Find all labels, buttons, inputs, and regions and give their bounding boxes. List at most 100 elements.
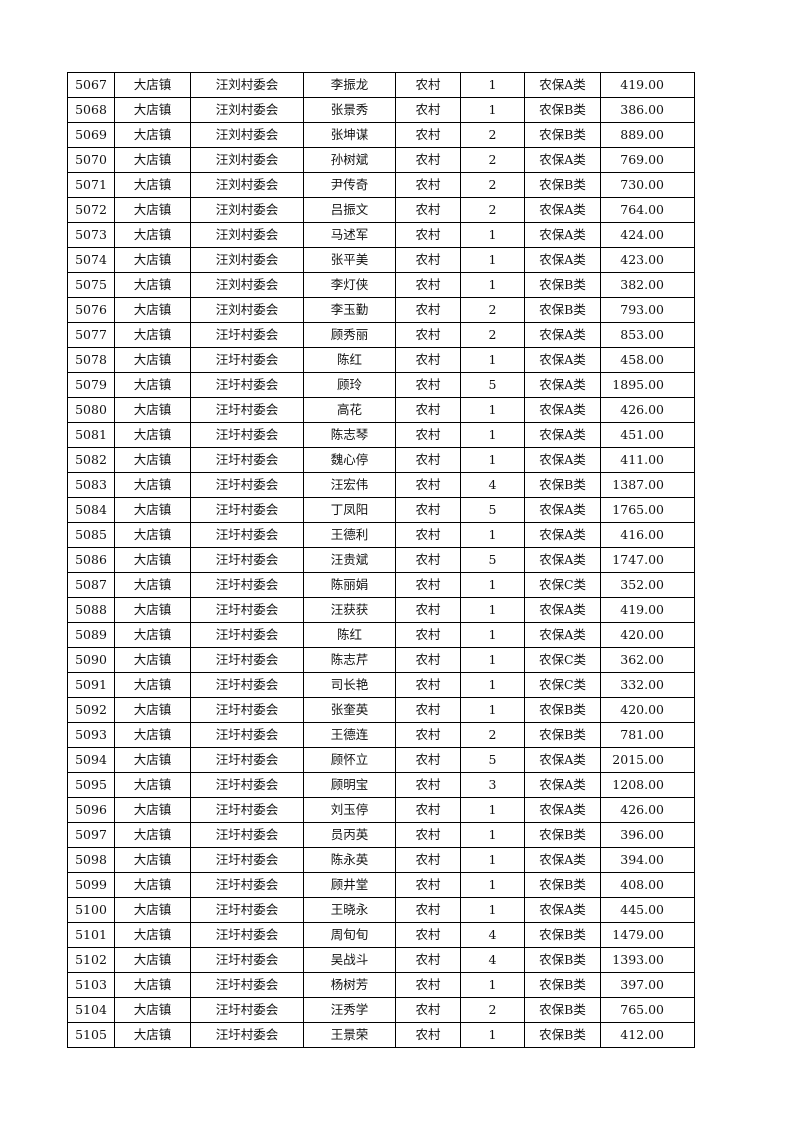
person-name-cell: 顾井堂 [303, 872, 396, 898]
person-name-cell: 王德连 [303, 722, 396, 748]
household-count-cell: 1 [460, 572, 525, 598]
row-number-cell: 5095 [67, 772, 115, 798]
amount-cell: 853.00 [600, 322, 695, 348]
insurance-category-cell: 农保B类 [524, 472, 601, 498]
amount-cell: 386.00 [600, 97, 695, 123]
area-type-cell: 农村 [395, 172, 461, 198]
area-type-cell: 农村 [395, 747, 461, 773]
area-type-cell: 农村 [395, 847, 461, 873]
village-committee-cell: 汪刘村委会 [190, 72, 304, 98]
person-name-cell: 顾玲 [303, 372, 396, 398]
row-number-cell: 5084 [67, 497, 115, 523]
household-count-cell: 2 [460, 997, 525, 1023]
area-type-cell: 农村 [395, 972, 461, 998]
person-name-cell: 李振龙 [303, 72, 396, 98]
table-row: 5103 大店镇 汪圩村委会 杨树芳 农村 1 农保B类 397.00 [67, 972, 695, 998]
row-number-cell: 5069 [67, 122, 115, 148]
village-committee-cell: 汪圩村委会 [190, 872, 304, 898]
person-name-cell: 王景荣 [303, 1022, 396, 1048]
row-number-cell: 5101 [67, 922, 115, 948]
household-count-cell: 1 [460, 1022, 525, 1048]
amount-cell: 362.00 [600, 647, 695, 673]
insurance-category-cell: 农保A类 [524, 747, 601, 773]
insurance-category-cell: 农保A类 [524, 422, 601, 448]
person-name-cell: 张景秀 [303, 97, 396, 123]
amount-cell: 1747.00 [600, 547, 695, 573]
area-type-cell: 农村 [395, 472, 461, 498]
amount-cell: 458.00 [600, 347, 695, 373]
person-name-cell: 汪贵斌 [303, 547, 396, 573]
town-cell: 大店镇 [114, 172, 191, 198]
row-number-cell: 5105 [67, 1022, 115, 1048]
town-cell: 大店镇 [114, 897, 191, 923]
village-committee-cell: 汪刘村委会 [190, 172, 304, 198]
area-type-cell: 农村 [395, 272, 461, 298]
table-row: 5089 大店镇 汪圩村委会 陈红 农村 1 农保A类 420.00 [67, 622, 695, 648]
household-count-cell: 2 [460, 322, 525, 348]
amount-cell: 781.00 [600, 722, 695, 748]
amount-cell: 397.00 [600, 972, 695, 998]
village-committee-cell: 汪圩村委会 [190, 397, 304, 423]
area-type-cell: 农村 [395, 872, 461, 898]
insurance-category-cell: 农保A类 [524, 372, 601, 398]
table-row: 5087 大店镇 汪圩村委会 陈丽娟 农村 1 农保C类 352.00 [67, 572, 695, 598]
row-number-cell: 5067 [67, 72, 115, 98]
insurance-category-cell: 农保B类 [524, 922, 601, 948]
insurance-category-cell: 农保A类 [524, 597, 601, 623]
person-name-cell: 陈红 [303, 347, 396, 373]
town-cell: 大店镇 [114, 722, 191, 748]
household-count-cell: 4 [460, 947, 525, 973]
town-cell: 大店镇 [114, 197, 191, 223]
town-cell: 大店镇 [114, 597, 191, 623]
insurance-category-cell: 农保B类 [524, 272, 601, 298]
household-count-cell: 1 [460, 247, 525, 273]
village-committee-cell: 汪圩村委会 [190, 722, 304, 748]
table-row: 5078 大店镇 汪圩村委会 陈红 农村 1 农保A类 458.00 [67, 347, 695, 373]
row-number-cell: 5086 [67, 547, 115, 573]
village-committee-cell: 汪刘村委会 [190, 97, 304, 123]
household-count-cell: 2 [460, 297, 525, 323]
household-count-cell: 1 [460, 872, 525, 898]
insurance-category-cell: 农保A类 [524, 447, 601, 473]
town-cell: 大店镇 [114, 247, 191, 273]
area-type-cell: 农村 [395, 772, 461, 798]
household-count-cell: 1 [460, 822, 525, 848]
insurance-category-cell: 农保B类 [524, 697, 601, 723]
household-count-cell: 2 [460, 722, 525, 748]
town-cell: 大店镇 [114, 697, 191, 723]
household-count-cell: 1 [460, 522, 525, 548]
amount-cell: 2015.00 [600, 747, 695, 773]
amount-cell: 416.00 [600, 522, 695, 548]
table-row: 5084 大店镇 汪圩村委会 丁凤阳 农村 5 农保A类 1765.00 [67, 497, 695, 523]
insurance-category-cell: 农保C类 [524, 647, 601, 673]
amount-cell: 396.00 [600, 822, 695, 848]
row-number-cell: 5076 [67, 297, 115, 323]
person-name-cell: 杨树芳 [303, 972, 396, 998]
person-name-cell: 顾秀丽 [303, 322, 396, 348]
table-row: 5095 大店镇 汪圩村委会 顾明宝 农村 3 农保A类 1208.00 [67, 772, 695, 798]
village-committee-cell: 汪圩村委会 [190, 572, 304, 598]
person-name-cell: 司长艳 [303, 672, 396, 698]
area-type-cell: 农村 [395, 547, 461, 573]
amount-cell: 730.00 [600, 172, 695, 198]
area-type-cell: 农村 [395, 922, 461, 948]
household-count-cell: 1 [460, 222, 525, 248]
village-committee-cell: 汪刘村委会 [190, 272, 304, 298]
table-row: 5068 大店镇 汪刘村委会 张景秀 农村 1 农保B类 386.00 [67, 97, 695, 123]
table-row: 5083 大店镇 汪圩村委会 汪宏伟 农村 4 农保B类 1387.00 [67, 472, 695, 498]
village-committee-cell: 汪刘村委会 [190, 122, 304, 148]
village-committee-cell: 汪圩村委会 [190, 622, 304, 648]
insurance-category-cell: 农保A类 [524, 622, 601, 648]
row-number-cell: 5089 [67, 622, 115, 648]
row-number-cell: 5094 [67, 747, 115, 773]
household-count-cell: 2 [460, 172, 525, 198]
table-row: 5086 大店镇 汪圩村委会 汪贵斌 农村 5 农保A类 1747.00 [67, 547, 695, 573]
village-committee-cell: 汪圩村委会 [190, 347, 304, 373]
person-name-cell: 张坤谋 [303, 122, 396, 148]
insurance-category-cell: 农保B类 [524, 947, 601, 973]
area-type-cell: 农村 [395, 622, 461, 648]
table-row: 5067 大店镇 汪刘村委会 李振龙 农村 1 农保A类 419.00 [67, 72, 695, 98]
row-number-cell: 5090 [67, 647, 115, 673]
area-type-cell: 农村 [395, 947, 461, 973]
household-count-cell: 3 [460, 772, 525, 798]
